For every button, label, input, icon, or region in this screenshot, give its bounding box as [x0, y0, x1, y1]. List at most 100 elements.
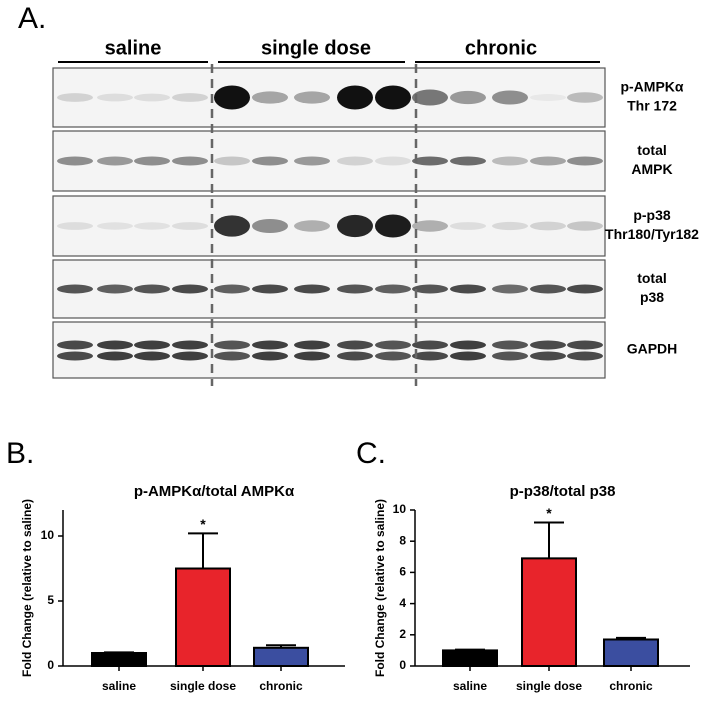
x-tick-label: chronic — [259, 679, 303, 693]
y-tick-label: 4 — [399, 596, 406, 610]
blot-band — [412, 351, 448, 361]
blot-band — [567, 351, 603, 361]
blot-band — [97, 340, 133, 350]
blot-band — [172, 156, 208, 166]
blot-band — [214, 85, 250, 110]
blot-band — [412, 284, 448, 294]
blot-band — [492, 221, 528, 231]
blot-band — [294, 156, 330, 166]
blot-band — [252, 351, 288, 361]
blot-band — [450, 340, 486, 350]
x-tick-label: saline — [102, 679, 136, 693]
blot-strip — [52, 321, 606, 379]
blot-band — [530, 221, 566, 231]
blot-band — [294, 340, 330, 350]
blot-band — [337, 214, 373, 238]
blot-band — [97, 156, 133, 166]
blot-band — [294, 220, 330, 232]
blot-band — [492, 90, 528, 105]
x-tick-label: saline — [453, 679, 487, 693]
blot-band — [214, 340, 250, 350]
chart-title: p-AMPKα/total AMPKα — [134, 483, 295, 500]
blot-band — [530, 94, 566, 101]
blot-band — [450, 222, 486, 230]
blot-band — [57, 351, 93, 361]
blot-band — [450, 351, 486, 361]
y-tick-label: 2 — [399, 627, 406, 641]
blot-row-label: total — [637, 270, 667, 286]
blot-band — [567, 156, 603, 166]
blot-row-label: Thr180/Tyr182 — [605, 226, 699, 242]
blot-band — [214, 351, 250, 361]
blot-band — [252, 156, 288, 166]
group-label: saline — [105, 37, 162, 59]
blot-band — [375, 214, 411, 238]
blot-band — [337, 284, 373, 294]
blot-band — [450, 90, 486, 105]
blot-band — [134, 156, 170, 166]
blot-band — [294, 284, 330, 294]
blot-band — [337, 85, 373, 110]
significance-marker: * — [200, 516, 206, 532]
blot-band — [134, 351, 170, 361]
bar — [91, 652, 147, 667]
blot-band — [252, 218, 288, 234]
blot-band — [97, 284, 133, 294]
blot-strip — [52, 130, 606, 192]
panel-label: A. — [18, 2, 46, 35]
blot-band — [57, 156, 93, 166]
blot-band — [530, 156, 566, 166]
blot-band — [492, 340, 528, 350]
y-tick-label: 0 — [399, 658, 406, 672]
bar — [603, 638, 659, 667]
blot-band — [134, 340, 170, 350]
blot-row-label: p-p38 — [633, 207, 671, 223]
blot-band — [375, 284, 411, 294]
blot-band — [172, 351, 208, 361]
blot-band — [375, 156, 411, 166]
blot-band — [412, 220, 448, 232]
y-tick-label: 0 — [47, 658, 54, 672]
blot-band — [337, 156, 373, 166]
blot-band — [134, 93, 170, 102]
y-tick-label: 10 — [393, 502, 407, 516]
blot-band — [294, 351, 330, 361]
blot-band — [214, 284, 250, 294]
x-tick-label: single dose — [170, 679, 236, 693]
blot-band — [492, 351, 528, 361]
blot-band — [375, 351, 411, 361]
blot-band — [97, 222, 133, 230]
blot-band — [375, 85, 411, 110]
blot-band — [567, 284, 603, 294]
blot-band — [567, 340, 603, 350]
blot-band — [337, 351, 373, 361]
blot-band — [172, 93, 208, 102]
blot-band — [567, 92, 603, 103]
blot-band — [57, 93, 93, 102]
blot-band — [57, 222, 93, 230]
blot-band — [530, 284, 566, 294]
blot-band — [57, 340, 93, 350]
blot-band — [530, 351, 566, 361]
blot-row-label: GAPDH — [627, 341, 678, 357]
blot-row-label: p38 — [640, 289, 664, 305]
blot-band — [97, 351, 133, 361]
blot-band — [134, 284, 170, 294]
blot-band — [172, 284, 208, 294]
blot-band — [567, 221, 603, 231]
blot-band — [450, 284, 486, 294]
y-axis-label: Fold Change (relative to saline) — [373, 499, 387, 677]
group-label: chronic — [465, 37, 537, 59]
bar — [521, 557, 577, 667]
blot-band — [412, 156, 448, 166]
y-tick-label: 8 — [399, 533, 406, 547]
blot-band — [492, 156, 528, 166]
blot-band — [97, 93, 133, 102]
y-axis-label: Fold Change (relative to saline) — [20, 499, 34, 677]
blot-band — [375, 340, 411, 350]
blot-band — [172, 222, 208, 230]
bar — [175, 567, 231, 667]
chart-title: p-p38/total p38 — [510, 483, 616, 500]
blot-band — [337, 340, 373, 350]
